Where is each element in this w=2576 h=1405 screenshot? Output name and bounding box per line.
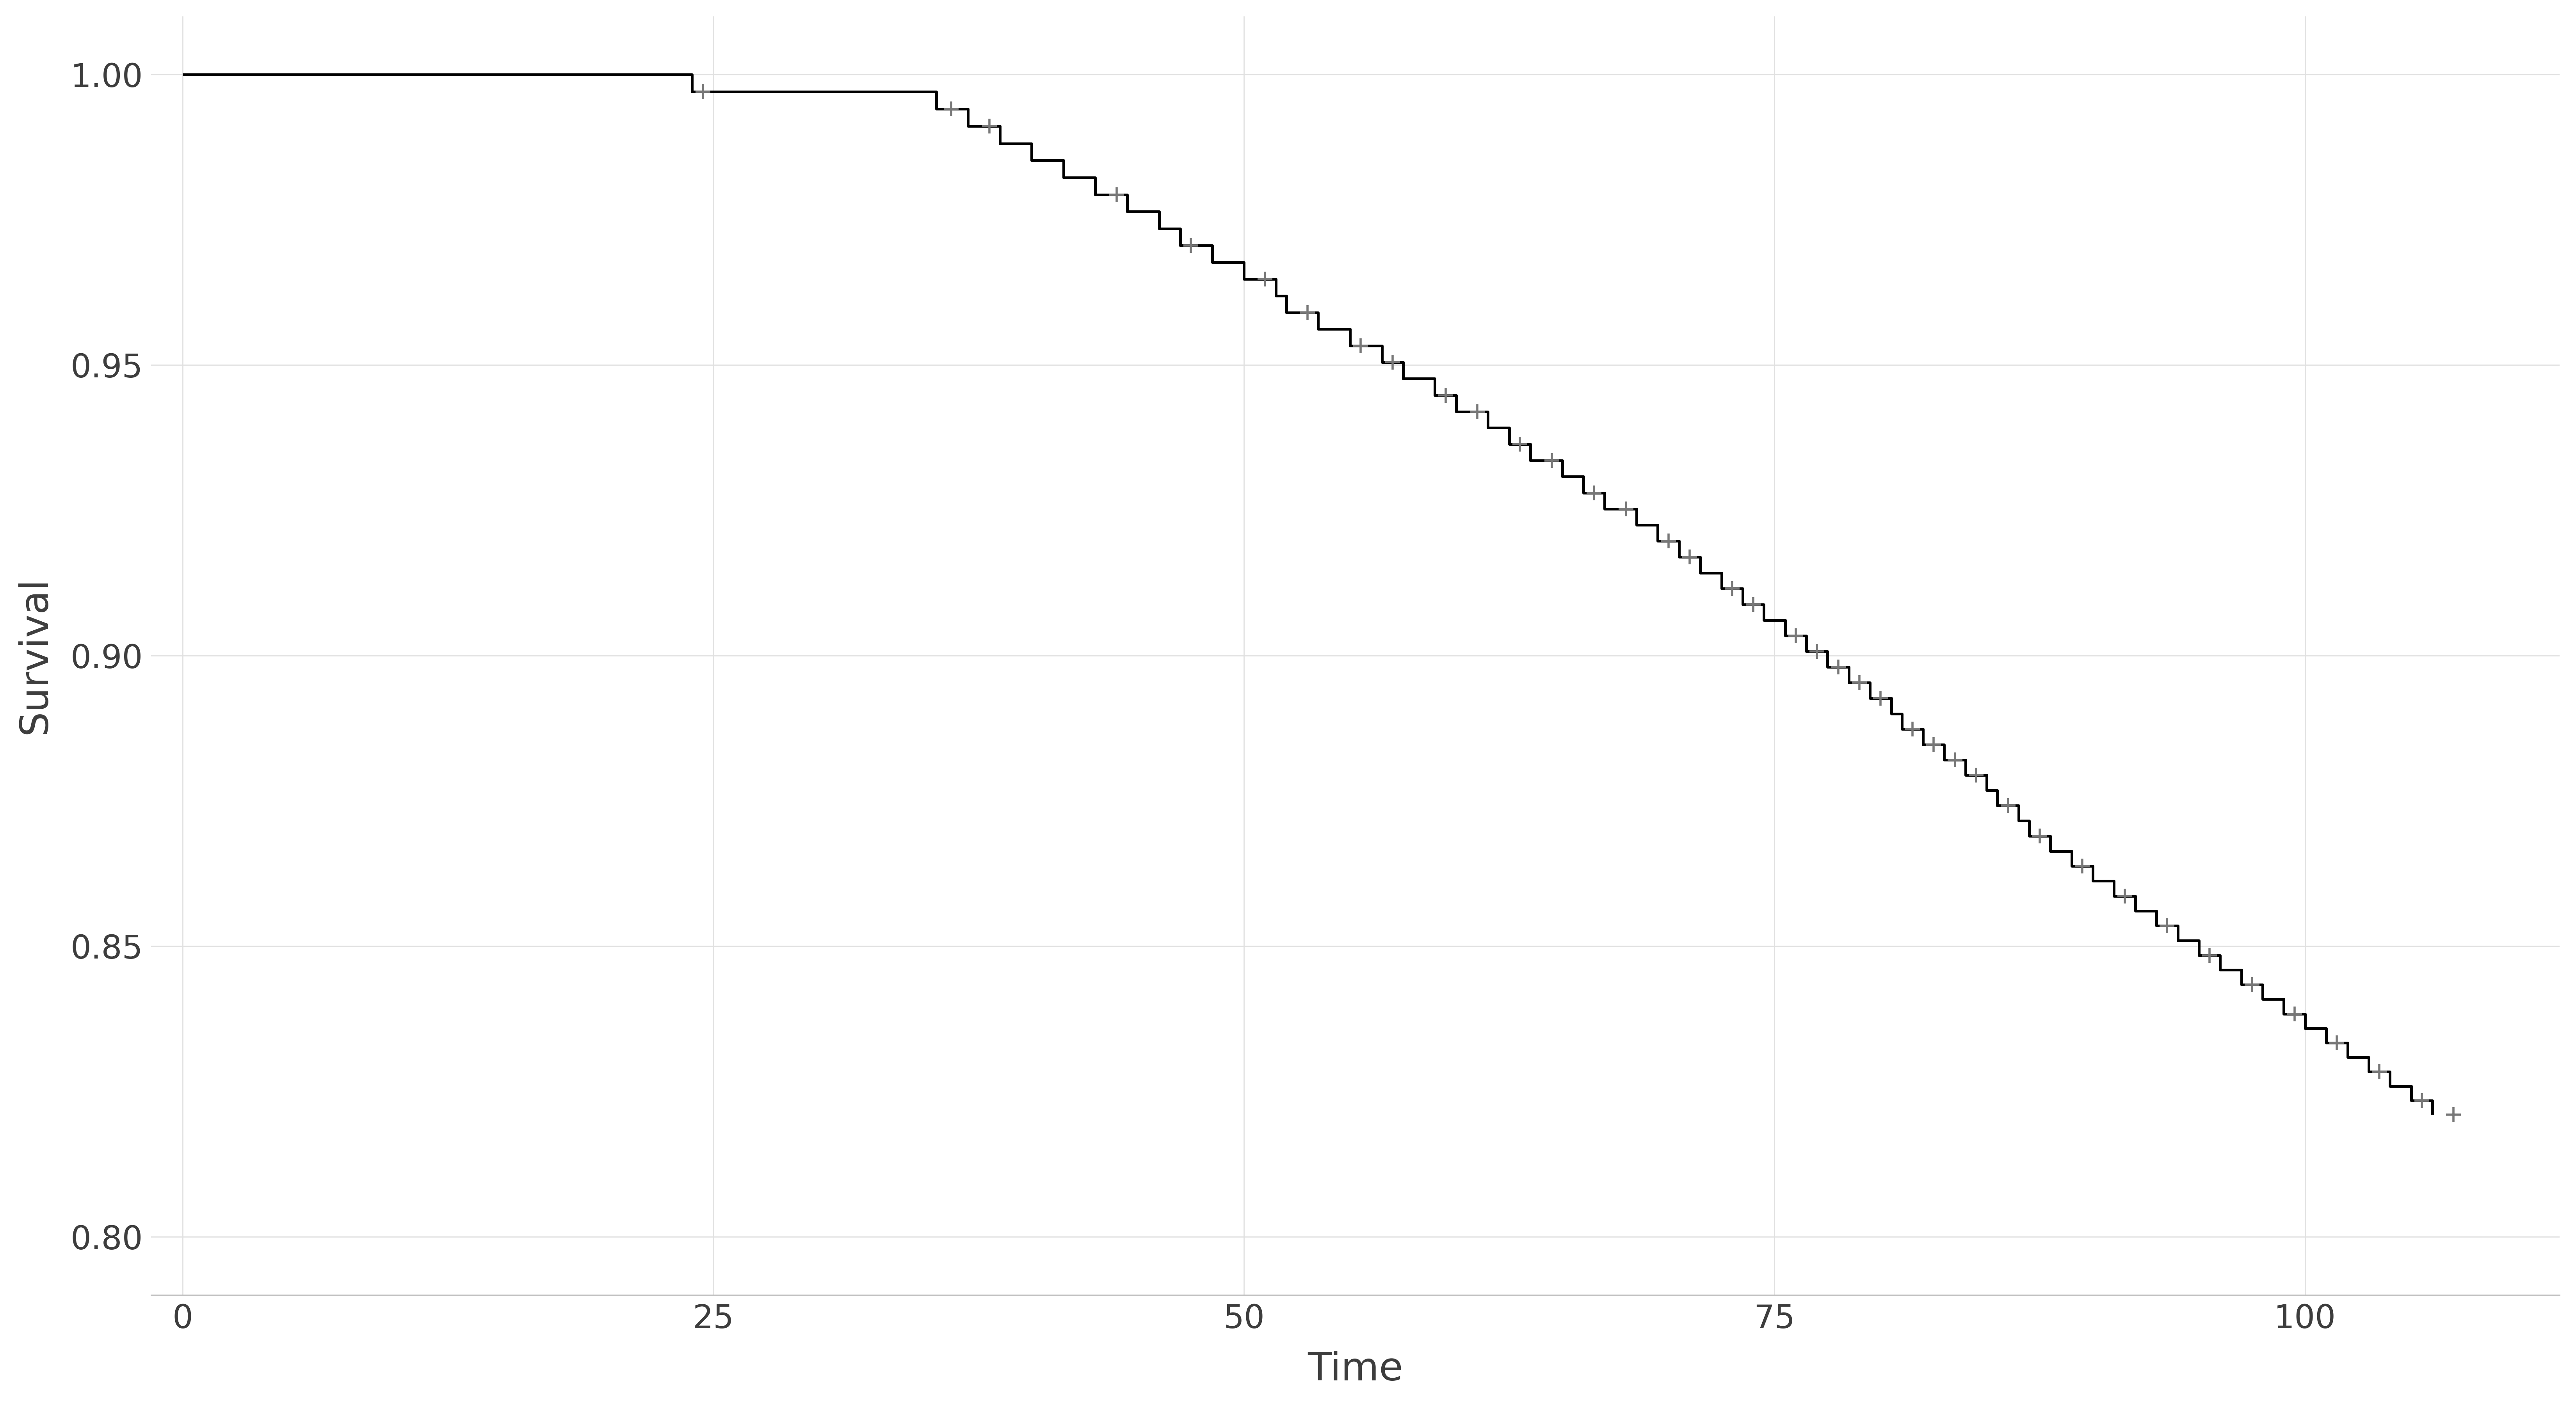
X-axis label: Time: Time [1309,1350,1404,1388]
Y-axis label: Survival: Survival [15,577,54,735]
